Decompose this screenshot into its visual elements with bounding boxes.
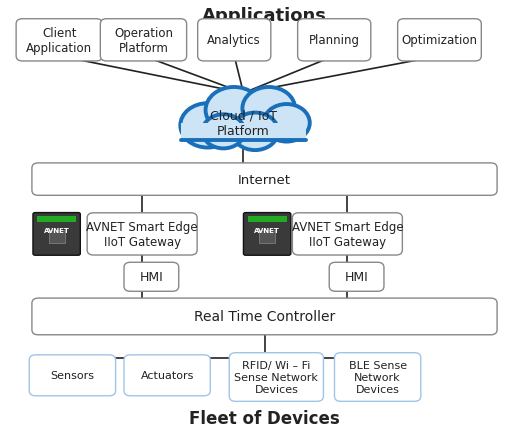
FancyBboxPatch shape — [329, 263, 384, 292]
FancyBboxPatch shape — [181, 120, 306, 141]
Text: BLE Sense
Network
Devices: BLE Sense Network Devices — [349, 361, 407, 394]
Text: AVNET: AVNET — [44, 228, 70, 234]
FancyBboxPatch shape — [181, 124, 306, 142]
Text: AVNET Smart Edge
IIoT Gateway: AVNET Smart Edge IIoT Gateway — [86, 221, 198, 249]
FancyBboxPatch shape — [33, 213, 80, 256]
Text: Fleet of Devices: Fleet of Devices — [189, 408, 340, 427]
Text: HMI: HMI — [345, 270, 369, 284]
FancyBboxPatch shape — [16, 20, 103, 62]
FancyBboxPatch shape — [198, 20, 271, 62]
Text: Applications: Applications — [202, 7, 327, 25]
FancyBboxPatch shape — [293, 213, 403, 255]
Text: AVNET Smart Edge
IIoT Gateway: AVNET Smart Edge IIoT Gateway — [291, 221, 403, 249]
FancyBboxPatch shape — [334, 353, 421, 401]
FancyBboxPatch shape — [32, 163, 497, 196]
FancyBboxPatch shape — [87, 213, 197, 255]
FancyBboxPatch shape — [37, 217, 76, 222]
Text: Optimization: Optimization — [402, 34, 478, 47]
FancyBboxPatch shape — [124, 355, 211, 396]
FancyBboxPatch shape — [398, 20, 481, 62]
FancyBboxPatch shape — [298, 20, 371, 62]
FancyBboxPatch shape — [248, 217, 287, 222]
FancyBboxPatch shape — [32, 298, 497, 335]
FancyBboxPatch shape — [259, 231, 275, 244]
FancyBboxPatch shape — [124, 263, 179, 292]
FancyBboxPatch shape — [101, 20, 187, 62]
FancyBboxPatch shape — [243, 213, 291, 256]
Circle shape — [242, 88, 295, 130]
Text: AVNET: AVNET — [254, 228, 280, 234]
Text: Analytics: Analytics — [207, 34, 261, 47]
Circle shape — [206, 88, 262, 134]
Circle shape — [232, 113, 278, 151]
Text: Real Time Controller: Real Time Controller — [194, 310, 335, 324]
Text: RFID/ Wi – Fi
Sense Network
Devices: RFID/ Wi – Fi Sense Network Devices — [234, 361, 318, 394]
Text: Planning: Planning — [309, 34, 360, 47]
Text: HMI: HMI — [140, 270, 163, 284]
Circle shape — [263, 105, 310, 142]
Circle shape — [180, 104, 235, 148]
Text: Client
Application: Client Application — [26, 27, 93, 55]
FancyBboxPatch shape — [229, 353, 323, 401]
Text: Internet: Internet — [238, 173, 291, 186]
FancyBboxPatch shape — [29, 355, 115, 396]
Text: Operation
Platform: Operation Platform — [114, 27, 173, 55]
Text: Cloud / IoT
Platform: Cloud / IoT Platform — [210, 110, 277, 138]
Circle shape — [203, 115, 244, 149]
FancyBboxPatch shape — [49, 231, 65, 244]
Text: Actuators: Actuators — [141, 370, 194, 381]
Text: Sensors: Sensors — [50, 370, 95, 381]
